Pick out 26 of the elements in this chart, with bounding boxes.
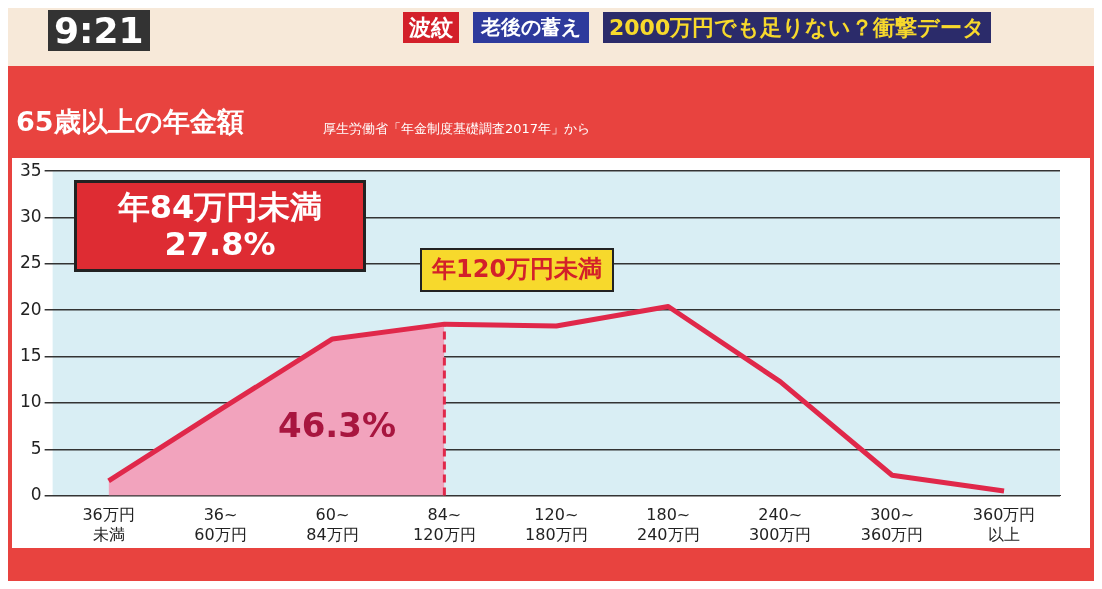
x-tick-label: 240~300万円 — [748, 505, 812, 544]
y-tick-label: 0 — [30, 484, 42, 505]
annotation: 年120万円未満 — [420, 248, 615, 292]
text: 老後の蓄え — [473, 12, 589, 43]
annotation: 年84万円未満 27.8% — [74, 180, 366, 272]
x-tick-label: 300~360万円 — [860, 505, 924, 544]
y-tick-label: 35 — [19, 159, 42, 180]
y-tick-label: 5 — [30, 437, 42, 458]
x-tick-label: 180~240万円 — [636, 505, 700, 544]
y-tick-label: 15 — [19, 344, 42, 365]
text: 波紋 — [403, 12, 459, 44]
x-tick-label: 120~180万円 — [525, 505, 588, 544]
annotation: 46.3% — [278, 405, 396, 446]
y-tick-label: 20 — [19, 298, 42, 319]
chart-title: 65歳以上の年金額 — [16, 106, 244, 138]
text: 9:21 — [48, 10, 150, 52]
x-tick-label: 84~120万円 — [413, 505, 476, 544]
y-tick-label: 10 — [19, 391, 42, 412]
chart-subtitle: 厚生労働省「年金制度基礎調査2017年」から — [323, 121, 591, 137]
x-tick-label: 60~84万円 — [306, 505, 359, 544]
text: 2000万円でも足りない？衝撃データ — [603, 12, 992, 44]
y-tick-label: 25 — [19, 252, 42, 273]
y-tick-label: 30 — [19, 205, 42, 226]
x-tick-label: 360万円以上 — [972, 505, 1036, 544]
x-tick-label: 36~60万円 — [194, 505, 247, 544]
x-tick-label: 36万円未満 — [82, 505, 135, 544]
